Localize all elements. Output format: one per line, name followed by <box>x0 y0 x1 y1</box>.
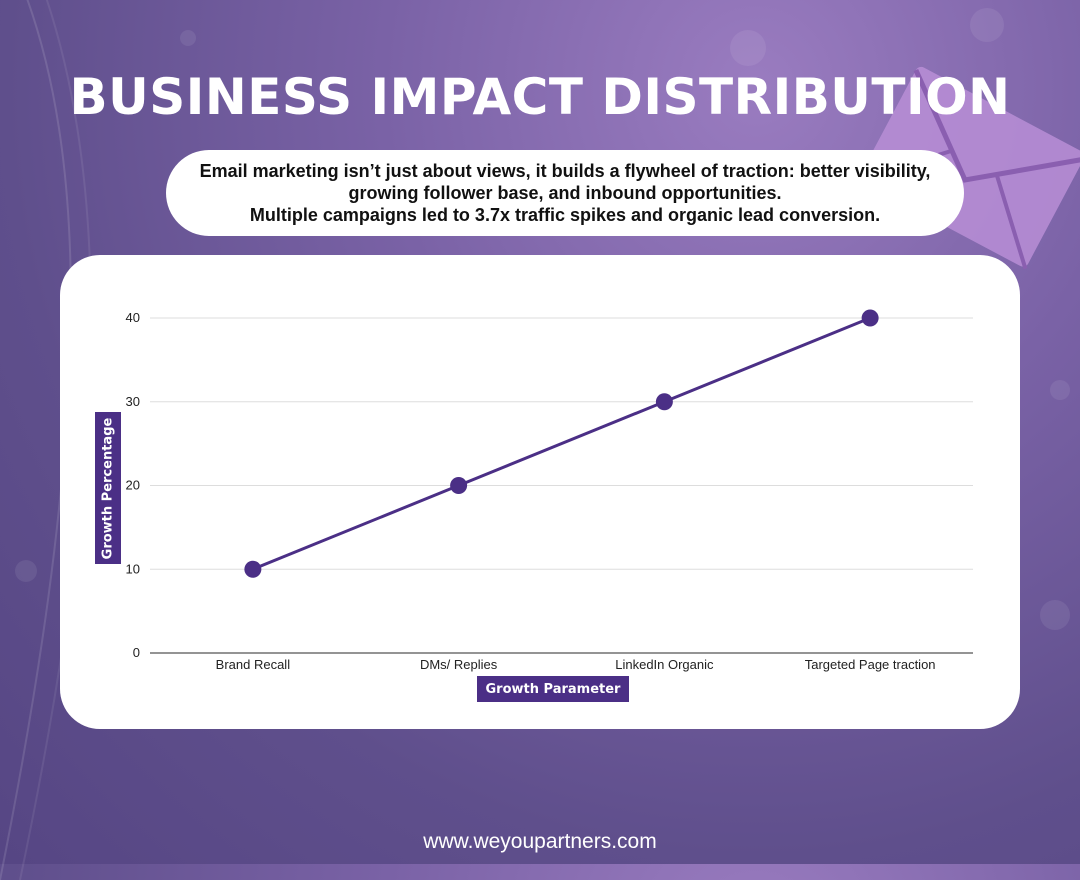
bokeh-light <box>730 30 766 66</box>
y-tick-labels: 0 10 20 30 40 <box>126 310 140 660</box>
bokeh-light <box>1040 600 1070 630</box>
series-line <box>252 316 871 571</box>
bokeh-light <box>970 8 1004 42</box>
page-title: BUSINESS IMPACT DISTRIBUTION <box>69 68 1011 126</box>
x-tick-label: Targeted Page traction <box>805 657 936 672</box>
bokeh-light <box>15 560 37 582</box>
data-point <box>655 393 673 411</box>
bokeh-light <box>1050 380 1070 400</box>
x-tick-labels: Brand Recall DMs/ Replies LinkedIn Organic… <box>216 657 936 672</box>
data-point <box>450 477 468 494</box>
chart-card: 0 10 20 30 40 Brand Recall DMs/ Replies Linked… <box>60 255 1020 729</box>
website-url: www.weyoupartners.com <box>423 830 657 853</box>
y-tick-label: 30 <box>126 394 140 409</box>
data-point <box>861 309 879 327</box>
y-tick-label: 40 <box>126 310 140 325</box>
x-tick-label: DMs/ Replies <box>420 657 498 672</box>
y-tick-label: 0 <box>133 645 140 660</box>
subtitle-text: Email marketing isn’t just about views, … <box>199 161 931 225</box>
subtitle-callout: Email marketing isn’t just about views, … <box>166 150 964 236</box>
series-layer <box>244 309 879 578</box>
x-tick-label: LinkedIn Organic <box>615 657 714 672</box>
data-point <box>244 560 262 578</box>
bokeh-light <box>180 30 196 46</box>
y-axis-label-badge: Growth Percentage <box>95 412 121 564</box>
line-chart: 0 10 20 30 40 Brand Recall DMs/ Replies Linked… <box>126 309 973 672</box>
y-axis-label: Growth Percentage <box>100 417 116 559</box>
y-tick-label: 20 <box>126 478 140 493</box>
grid-layer <box>150 317 973 654</box>
x-axis-label: Growth Parameter <box>477 676 629 702</box>
x-tick-label: Brand Recall <box>216 657 291 672</box>
y-tick-label: 10 <box>126 561 140 576</box>
